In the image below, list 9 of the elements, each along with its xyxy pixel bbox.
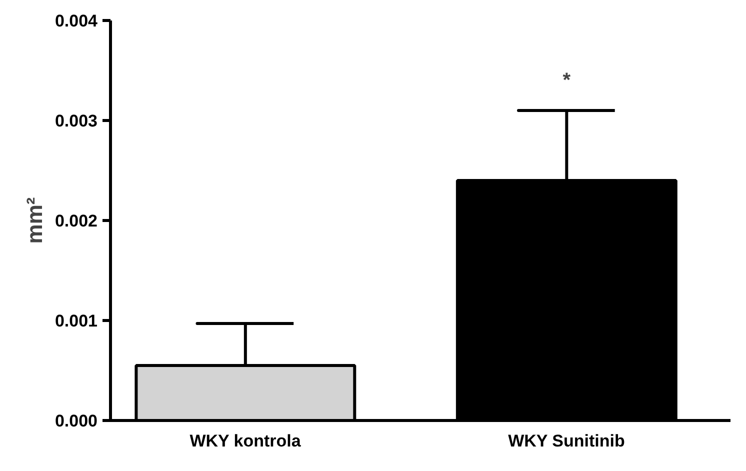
annotation: * — [562, 70, 571, 92]
y-tick-label: 0.000 — [54, 412, 98, 430]
x-tick-label: WKY Sunitinib — [508, 432, 625, 450]
y-tick-label: 0.003 — [54, 112, 98, 130]
y-tick-label: 0.002 — [54, 212, 98, 230]
x-tick-label: WKY kontrola — [190, 432, 302, 450]
y-tick-label: 0.004 — [54, 12, 98, 30]
y-tick-label: 0.001 — [54, 312, 98, 330]
y-axis-title: mm² — [22, 197, 47, 244]
